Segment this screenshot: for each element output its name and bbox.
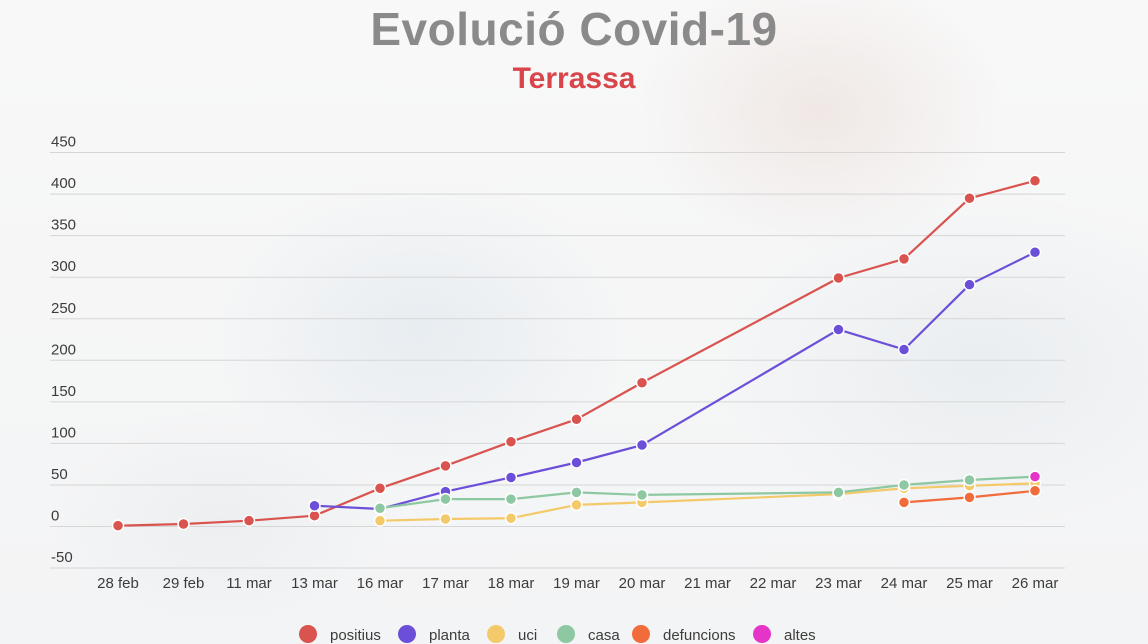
legend-item-planta[interactable]: planta — [398, 625, 471, 644]
legend-label: altes — [784, 627, 816, 644]
y-tick-label: 150 — [51, 383, 76, 400]
x-tick-label: 19 mar — [553, 575, 600, 592]
y-tick-label: 50 — [51, 466, 68, 483]
series-casa — [373, 470, 1042, 515]
legend-label: casa — [588, 627, 620, 644]
legend-item-altes[interactable]: altes — [753, 625, 816, 644]
data-point[interactable] — [373, 501, 387, 515]
legend-marker — [487, 625, 505, 643]
series-defuncions — [897, 484, 1042, 509]
data-point[interactable] — [1028, 174, 1042, 188]
chart-title: Evolució Covid-19 — [370, 3, 778, 55]
data-point[interactable] — [832, 323, 845, 336]
y-axis-ticks: -50 0 50 100 150 200 250 300 350 400 450 — [51, 134, 76, 566]
x-tick-label: 21 mar — [684, 575, 731, 592]
series-lines — [111, 174, 1042, 532]
data-point[interactable] — [635, 488, 649, 502]
legend-item-uci[interactable]: uci — [487, 625, 537, 644]
legend-item-defuncions[interactable]: defuncions — [632, 625, 736, 644]
data-point[interactable] — [897, 252, 911, 266]
data-point[interactable] — [439, 512, 452, 526]
legend-label: uci — [518, 627, 537, 644]
x-tick-label: 23 mar — [815, 575, 862, 592]
data-point[interactable] — [635, 438, 649, 452]
legend-item-positius[interactable]: positius — [299, 625, 381, 644]
data-point[interactable] — [897, 496, 911, 509]
data-point[interactable] — [897, 478, 911, 492]
x-tick-label: 20 mar — [619, 575, 666, 592]
data-point[interactable] — [1028, 246, 1042, 259]
data-point[interactable] — [242, 514, 256, 527]
series-line-positius — [117, 179, 1036, 527]
data-point[interactable] — [963, 192, 976, 205]
series-positius — [111, 174, 1042, 532]
legend-label: defuncions — [663, 627, 736, 644]
data-point[interactable] — [570, 486, 583, 499]
data-point[interactable] — [439, 492, 452, 506]
legend-marker — [299, 625, 317, 643]
x-tick-label: 18 mar — [488, 575, 535, 592]
data-point[interactable] — [832, 486, 845, 499]
x-tick-label: 29 feb — [163, 575, 205, 592]
series-altes — [1028, 470, 1042, 483]
x-tick-label: 26 mar — [1012, 575, 1059, 592]
data-point[interactable] — [111, 519, 125, 532]
x-tick-label: 25 mar — [946, 575, 993, 592]
data-point[interactable] — [963, 491, 976, 504]
data-point[interactable] — [570, 413, 583, 426]
y-tick-label: 450 — [51, 134, 76, 151]
y-tick-label: 250 — [51, 300, 76, 317]
series-line-uci — [379, 482, 1036, 522]
legend-item-casa[interactable]: casa — [557, 625, 620, 644]
data-point[interactable] — [570, 456, 583, 469]
x-tick-label: 17 mar — [422, 575, 469, 592]
series-line-casa — [379, 475, 1036, 510]
legend-marker — [557, 625, 575, 643]
x-tick-label: 13 mar — [291, 575, 338, 592]
data-point[interactable] — [504, 492, 518, 506]
data-point[interactable] — [308, 499, 321, 512]
data-point[interactable] — [1028, 470, 1042, 483]
data-point[interactable] — [504, 511, 518, 525]
data-point[interactable] — [1028, 484, 1042, 498]
x-tick-label: 16 mar — [357, 575, 404, 592]
legend-marker — [753, 625, 771, 643]
y-tick-label: 200 — [51, 341, 76, 358]
y-tick-label: 300 — [51, 258, 76, 275]
legend-marker — [398, 625, 416, 643]
data-point[interactable] — [570, 498, 583, 512]
y-tick-label: 0 — [51, 508, 59, 525]
x-tick-label: 11 mar — [226, 575, 272, 592]
x-axis-ticks: 28 feb 29 feb 11 mar 13 mar 16 mar 17 mar 18 m… — [97, 575, 1058, 592]
x-tick-label: 22 mar — [750, 575, 797, 592]
data-point[interactable] — [832, 271, 845, 285]
data-point[interactable] — [373, 514, 387, 527]
data-point[interactable] — [504, 435, 518, 448]
data-point[interactable] — [963, 278, 976, 291]
y-tick-label: 100 — [51, 424, 76, 441]
data-point[interactable] — [963, 473, 976, 487]
data-point[interactable] — [635, 376, 649, 389]
legend-label: positius — [330, 627, 381, 644]
x-tick-label: 24 mar — [881, 575, 928, 592]
y-tick-label: 350 — [51, 217, 76, 234]
grid-lines — [50, 152, 1065, 569]
chart-subtitle: Terrassa — [512, 62, 636, 95]
data-point[interactable] — [373, 482, 387, 495]
y-tick-label: -50 — [51, 549, 73, 566]
legend-marker — [632, 625, 650, 643]
data-point[interactable] — [504, 471, 518, 484]
data-point[interactable] — [177, 517, 190, 531]
x-tick-label: 28 feb — [97, 575, 139, 592]
series-line-planta — [314, 251, 1036, 511]
data-point[interactable] — [897, 343, 911, 356]
legend-label: planta — [429, 627, 471, 644]
legend: positius planta uci casa defuncions altes — [299, 625, 816, 644]
data-point[interactable] — [439, 459, 452, 473]
y-tick-label: 400 — [51, 175, 76, 192]
